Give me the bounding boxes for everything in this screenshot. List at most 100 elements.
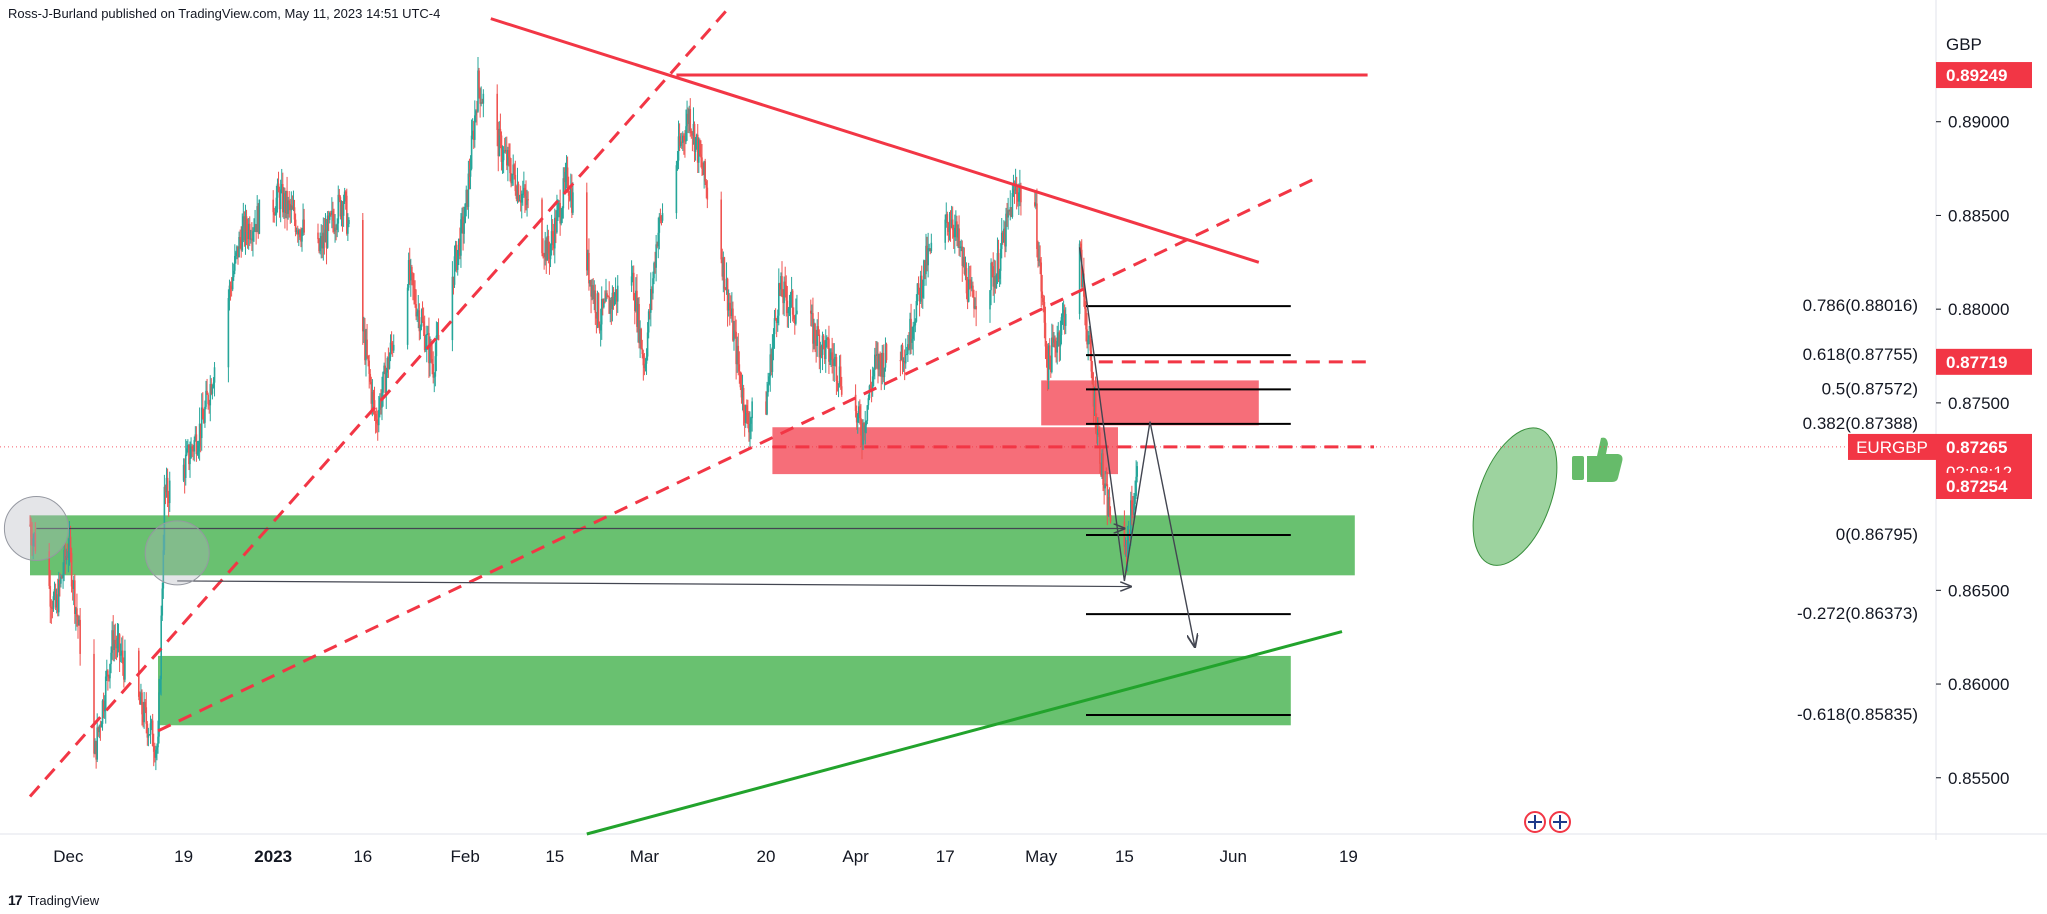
candle-body (548, 253, 551, 260)
candle (120, 637, 123, 663)
candle (591, 278, 593, 301)
candle-body (115, 644, 118, 649)
candle-body (554, 217, 556, 249)
candle (795, 298, 797, 326)
candle-body (744, 405, 747, 423)
candle (1131, 485, 1133, 526)
candle-body (406, 287, 409, 345)
candle-body (1103, 484, 1105, 489)
candle (611, 285, 614, 322)
candle-body (327, 215, 330, 220)
candle (427, 325, 429, 336)
candle-body (387, 358, 390, 369)
candle-body (52, 596, 55, 610)
candle (418, 303, 421, 341)
candle (603, 298, 605, 309)
candle-body (829, 359, 831, 362)
candle-body (277, 183, 280, 193)
candle (854, 384, 857, 418)
candle (862, 419, 864, 450)
candle-body (456, 250, 459, 270)
candle (639, 320, 641, 358)
candle (587, 249, 589, 276)
candle (459, 227, 461, 260)
candle-body (519, 200, 522, 203)
candle-body (1086, 329, 1088, 345)
candle (192, 444, 194, 461)
candle (960, 239, 962, 252)
candle (972, 281, 974, 298)
candle (883, 367, 886, 390)
candle-body (1088, 335, 1090, 340)
candle (1016, 185, 1019, 207)
candle-body (326, 215, 329, 248)
candle-body (229, 285, 232, 288)
candle (254, 209, 256, 233)
candle (774, 308, 777, 321)
candle-body (650, 289, 652, 313)
candle-body (499, 128, 502, 136)
candle-body (956, 221, 958, 238)
candle-body (648, 311, 651, 313)
candle-body (407, 260, 410, 288)
candle-body (1016, 194, 1019, 202)
candle (909, 312, 911, 355)
candle (277, 171, 280, 193)
candle-body (998, 270, 1001, 279)
candle (608, 281, 610, 314)
candle (506, 136, 508, 171)
candle-body (949, 226, 952, 228)
candle-body (689, 108, 692, 131)
candle (950, 205, 953, 229)
candle-body (370, 381, 373, 404)
candle-body (60, 576, 62, 584)
candle (925, 233, 927, 286)
candle (32, 533, 34, 560)
candle-body (874, 354, 876, 370)
candle-body (541, 199, 543, 254)
candle (599, 308, 602, 347)
candle (901, 342, 904, 375)
candle-body (282, 184, 284, 213)
candle-body (1131, 500, 1133, 509)
candle-body (141, 692, 143, 715)
candle-body (613, 297, 616, 305)
candle (859, 399, 861, 425)
candle (780, 272, 782, 297)
candle (817, 312, 820, 337)
candle (288, 190, 290, 218)
candle-body (416, 311, 418, 317)
candle (1045, 340, 1048, 368)
price-axis: 0.85500 0.86000 0.86500 0.87500 0.88000 0.885… (1848, 35, 2032, 788)
candle (1098, 417, 1100, 437)
candle (336, 218, 338, 238)
candle-body (517, 184, 520, 201)
candle (509, 143, 511, 182)
candle-body (388, 357, 391, 369)
candle-body (587, 252, 589, 271)
candle-body (720, 199, 722, 260)
candle (1035, 190, 1037, 210)
candle (1009, 190, 1012, 221)
candle (1105, 467, 1108, 487)
candle-body (497, 130, 500, 157)
candle (496, 84, 498, 147)
candle (435, 321, 438, 372)
candle (1090, 338, 1093, 379)
candle-body (638, 304, 640, 344)
candle-body (1106, 484, 1109, 516)
candle-body (110, 652, 112, 665)
candle-body (372, 392, 375, 401)
candle (821, 331, 824, 371)
candle (688, 105, 690, 134)
candle (546, 224, 549, 261)
candle (811, 304, 813, 327)
candle-body (458, 238, 460, 251)
candle (998, 268, 1001, 288)
candle-body (726, 278, 729, 311)
candle-body (1089, 335, 1092, 351)
candle (501, 145, 504, 174)
candle-body (256, 206, 258, 232)
candle-body (470, 135, 473, 169)
